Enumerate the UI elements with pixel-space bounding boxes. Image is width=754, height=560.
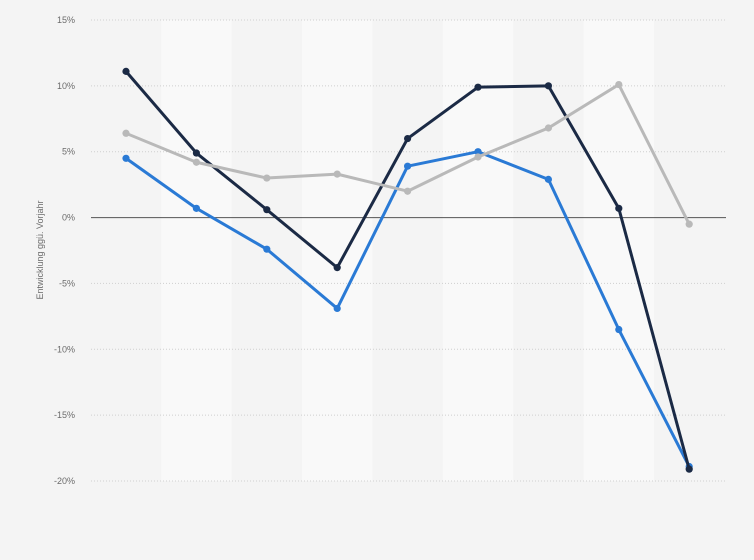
- data-point[interactable]: [615, 325, 623, 334]
- data-point[interactable]: [404, 162, 412, 170]
- data-point[interactable]: [685, 220, 693, 228]
- data-point[interactable]: [685, 465, 693, 473]
- data-point[interactable]: [474, 148, 482, 156]
- data-point[interactable]: [122, 129, 130, 137]
- data-point[interactable]: [122, 67, 130, 75]
- y-tick-label: -15%: [54, 410, 75, 420]
- data-point[interactable]: [474, 153, 482, 161]
- data-point[interactable]: [404, 187, 412, 195]
- data-point[interactable]: [192, 204, 200, 212]
- series-lines: [122, 67, 693, 473]
- y-tick-label: 15%: [57, 15, 75, 25]
- data-point[interactable]: [615, 80, 623, 89]
- y-axis-title: Entwicklung ggü. Vorjahr: [35, 200, 45, 299]
- data-point[interactable]: [192, 158, 200, 166]
- data-point[interactable]: [122, 154, 130, 162]
- data-point[interactable]: [544, 82, 553, 90]
- y-tick-label: 5%: [62, 147, 75, 157]
- y-tick-label: -10%: [54, 344, 75, 354]
- data-point[interactable]: [333, 304, 341, 313]
- column-band: [442, 20, 514, 481]
- data-point[interactable]: [192, 149, 200, 157]
- data-point[interactable]: [474, 83, 482, 91]
- data-point[interactable]: [544, 175, 553, 183]
- data-point[interactable]: [263, 206, 271, 214]
- y-tick-label: 0%: [62, 213, 75, 223]
- data-point[interactable]: [333, 264, 341, 272]
- data-point[interactable]: [404, 134, 412, 143]
- column-bands: [161, 20, 654, 481]
- column-band: [161, 20, 232, 481]
- column-band: [583, 20, 654, 481]
- y-axis-tick-labels: 15% 10% 5% 0% -5% -10% -15% -20%: [54, 15, 75, 486]
- y-tick-label: -20%: [54, 476, 75, 486]
- data-point[interactable]: [263, 174, 271, 182]
- data-point[interactable]: [544, 124, 553, 132]
- data-point[interactable]: [263, 245, 271, 253]
- y-tick-label: 10%: [57, 81, 75, 91]
- data-point[interactable]: [615, 204, 623, 212]
- y-tick-label: -5%: [59, 278, 75, 288]
- column-band: [302, 20, 373, 481]
- data-point[interactable]: [333, 170, 341, 178]
